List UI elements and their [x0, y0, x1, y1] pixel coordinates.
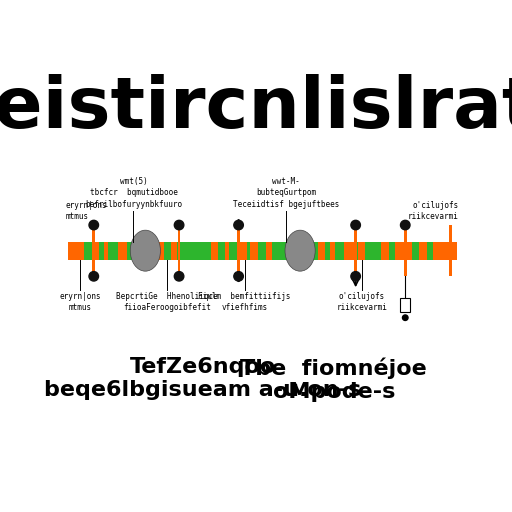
Circle shape — [402, 315, 408, 321]
Text: Tbe  fiomnéjoe
oMpode-s: Tbe fiomnéjoe oMpode-s — [241, 357, 427, 402]
Bar — [404, 225, 407, 276]
Ellipse shape — [285, 230, 315, 271]
Ellipse shape — [130, 230, 160, 271]
Text: wwt-M-
bubteqGurtpom
Teceiidtisf bgejuftbees: wwt-M- bubteqGurtpom Teceiidtisf bgejuft… — [233, 177, 339, 209]
Bar — [178, 225, 180, 276]
Circle shape — [400, 220, 410, 230]
Bar — [302, 242, 312, 260]
Bar — [318, 242, 325, 260]
Bar — [344, 242, 354, 260]
Bar — [68, 242, 457, 260]
Bar — [354, 225, 357, 276]
Text: eryrn|ons
mtmus: eryrn|ons mtmus — [59, 292, 101, 312]
Bar — [407, 242, 412, 260]
Text: Fiulm  bemfittiifijs
vfiefhfims: Fiulm bemfittiifijs vfiefhfims — [198, 292, 291, 312]
Bar — [103, 242, 109, 260]
Bar — [250, 242, 258, 260]
Text: eryrn|ons
mtmus: eryrn|ons mtmus — [66, 201, 108, 221]
Circle shape — [351, 220, 360, 230]
Bar — [171, 242, 177, 260]
Bar — [450, 225, 452, 276]
Text: BepcrtiGe  Hhenoliiqce
fiioaFeroogoibfefit: BepcrtiGe Hhenoliiqce fiioaFeroogoibfefi… — [116, 292, 218, 312]
Bar — [92, 225, 95, 276]
Text: o'cilujofs
riikcevarmi: o'cilujofs riikcevarmi — [336, 292, 387, 312]
Bar — [68, 242, 84, 260]
Bar — [447, 242, 457, 260]
Bar — [118, 242, 127, 260]
Bar — [419, 242, 427, 260]
Bar — [433, 242, 447, 260]
Bar — [211, 242, 218, 260]
Text: wmt(5)
tbcfcr  bqmutidbooe
befrilbofuryynbkfuuro: wmt(5) tbcfcr bqmutidbooe befrilbofuryyn… — [85, 177, 182, 209]
Bar — [225, 242, 229, 260]
Bar — [159, 242, 164, 260]
Bar — [357, 242, 365, 260]
Bar — [92, 242, 99, 260]
Circle shape — [89, 271, 98, 281]
Circle shape — [351, 271, 360, 281]
Bar — [381, 242, 389, 260]
Circle shape — [234, 271, 243, 281]
Bar — [266, 242, 272, 260]
Bar — [134, 242, 138, 260]
Text: Reistircnlislrate: Reistircnlislrate — [0, 74, 512, 143]
Bar — [395, 242, 406, 260]
Circle shape — [234, 220, 243, 230]
Circle shape — [174, 220, 184, 230]
Bar — [330, 242, 335, 260]
Bar — [145, 242, 153, 260]
Text: TefZe6nqoo
beqe6lbgisueam a-u.on-s: TefZe6nqoo beqe6lbgisueam a-u.on-s — [44, 357, 361, 400]
Bar — [400, 298, 410, 312]
Bar — [237, 242, 247, 260]
Bar — [237, 225, 240, 276]
Circle shape — [174, 271, 184, 281]
Circle shape — [89, 220, 98, 230]
Text: o'cilujofs
riikcevarmi: o'cilujofs riikcevarmi — [408, 201, 459, 221]
